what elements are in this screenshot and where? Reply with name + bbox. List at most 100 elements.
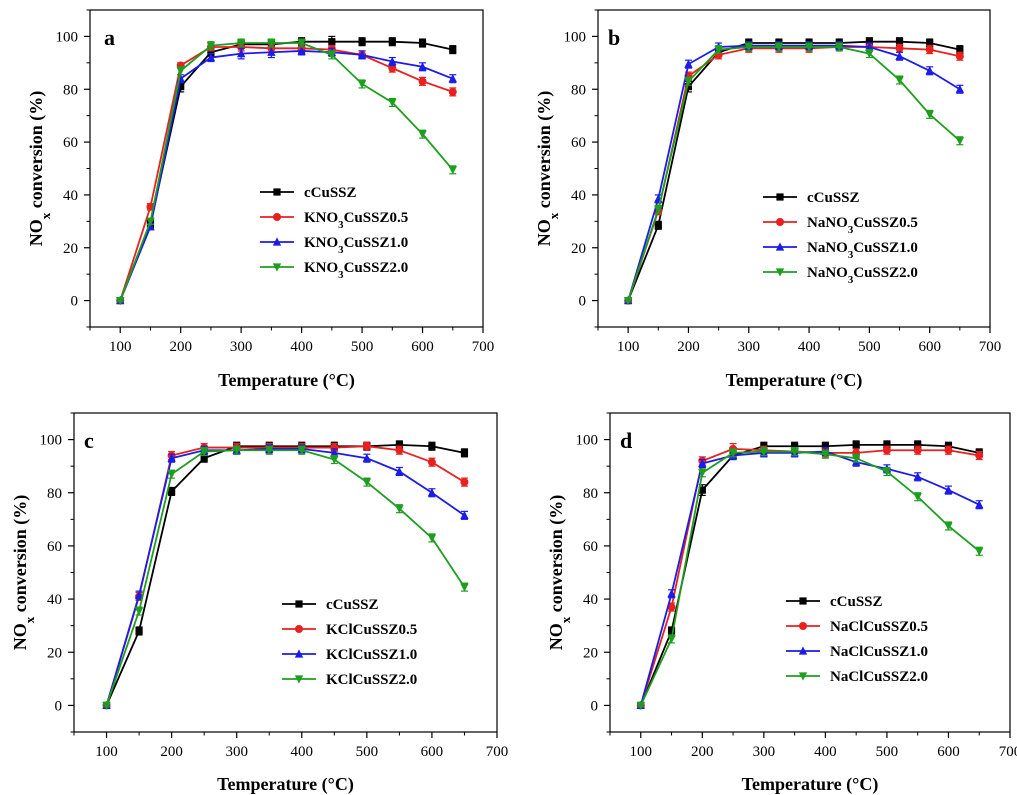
- legend-label: KNO3CuSSZ0.5: [304, 210, 408, 231]
- data-point: [418, 62, 427, 71]
- data-point: [882, 446, 891, 455]
- series-0: [637, 440, 983, 710]
- data-point: [267, 39, 276, 48]
- data-point: [882, 467, 892, 477]
- series-line: [105, 445, 465, 706]
- data-point: [236, 39, 246, 48]
- y-tick-label: 80: [583, 486, 598, 502]
- data-point: [821, 442, 829, 450]
- y-tick-label: 40: [583, 592, 598, 608]
- x-tick-label: 500: [876, 744, 899, 760]
- legend-label: NaNO3CuSSZ1.0: [807, 240, 918, 261]
- data-point: [448, 74, 457, 83]
- data-point: [395, 466, 404, 476]
- y-tick-label: 20: [47, 645, 62, 661]
- data-point: [297, 446, 306, 455]
- data-point: [134, 590, 144, 599]
- legend-marker: [295, 600, 303, 608]
- legend-marker: [798, 646, 808, 655]
- data-point: [418, 77, 427, 86]
- data-point: [925, 66, 934, 75]
- data-point: [328, 38, 336, 46]
- data-point: [654, 221, 662, 229]
- data-point: [362, 453, 372, 462]
- x-tick-label: 400: [798, 339, 821, 355]
- data-point: [956, 46, 964, 54]
- x-tick-label: 600: [411, 339, 434, 355]
- data-point: [925, 110, 934, 119]
- data-point: [265, 446, 274, 455]
- series-1: [102, 441, 469, 710]
- series-3: [116, 38, 457, 306]
- x-tick-label: 200: [160, 744, 183, 760]
- x-tick-label: 700: [999, 744, 1017, 760]
- x-tick-label: 500: [858, 339, 881, 355]
- legend-label: cCuSSZ: [830, 594, 883, 610]
- data-point: [728, 449, 738, 458]
- data-point: [330, 448, 339, 457]
- data-point: [267, 47, 276, 56]
- x-tick-label: 400: [814, 744, 837, 760]
- x-tick-label: 100: [109, 339, 132, 355]
- data-point: [759, 447, 769, 457]
- data-point: [102, 701, 111, 711]
- legend-label: cCuSSZ: [807, 190, 860, 206]
- data-point: [698, 486, 706, 494]
- data-point: [684, 77, 693, 86]
- data-point: [167, 453, 176, 462]
- legend-marker: [776, 218, 784, 226]
- series-line: [105, 449, 466, 706]
- data-point: [774, 43, 784, 52]
- x-axis-title: Temperature (°C): [726, 370, 863, 391]
- data-point: [914, 441, 922, 449]
- data-point: [200, 454, 208, 462]
- data-point: [206, 52, 216, 62]
- plot-frame: [597, 9, 991, 328]
- y-tick-label: 60: [47, 539, 62, 555]
- legend-label: NaNO3CuSSZ2.0: [807, 265, 918, 286]
- data-point: [418, 130, 427, 139]
- y-tick-label: 40: [571, 188, 586, 204]
- data-point: [895, 38, 904, 46]
- legend-marker: [273, 188, 281, 196]
- legend-marker: [775, 242, 785, 251]
- legend-label: KClCuSSZ2.0: [326, 672, 417, 688]
- data-point: [207, 48, 215, 56]
- x-tick-label: 600: [918, 339, 941, 355]
- data-point: [362, 478, 372, 487]
- data-point: [852, 441, 860, 449]
- series-2: [636, 446, 984, 710]
- y-tick-label: 80: [571, 82, 586, 98]
- data-point: [236, 48, 246, 58]
- y-axis-title: NOx conversion (%): [546, 495, 573, 650]
- y-axis-title: NOx conversion (%): [534, 91, 561, 246]
- series-line: [639, 443, 980, 706]
- data-point: [636, 701, 645, 711]
- data-point: [865, 38, 873, 46]
- data-point: [654, 205, 663, 215]
- x-axis-title: Temperature (°C): [218, 370, 355, 391]
- x-tick-label: 300: [738, 339, 761, 355]
- x-axis-title: Temperature (°C): [742, 774, 879, 795]
- x-tick-label: 100: [617, 339, 640, 355]
- legend: cCuSSZ KClCuSSZ0.5 KClCuSSZ1.0 KClCuSSZ2.0: [282, 597, 417, 688]
- legend-label: KNO3CuSSZ2.0: [304, 260, 408, 281]
- data-point: [804, 43, 814, 52]
- data-point: [975, 500, 984, 509]
- data-point: [134, 607, 144, 616]
- data-point: [865, 42, 874, 51]
- data-point: [460, 449, 469, 457]
- data-point: [297, 46, 306, 55]
- y-tick-label: 100: [564, 29, 587, 45]
- panel-letter: c: [84, 428, 94, 453]
- legend-label: cCuSSZ: [326, 597, 379, 613]
- y-tick-label: 100: [40, 433, 63, 449]
- data-point: [176, 67, 185, 76]
- data-point: [427, 534, 437, 543]
- data-point: [913, 446, 922, 455]
- legend-label: cCuSSZ: [304, 185, 357, 201]
- chart-panel-b: 100 200 300 400 500 600 700 0 20 40 60 80 100 Tempera…: [534, 9, 1001, 391]
- data-point: [865, 49, 874, 59]
- legend-marker: [776, 193, 784, 201]
- data-point: [684, 59, 693, 68]
